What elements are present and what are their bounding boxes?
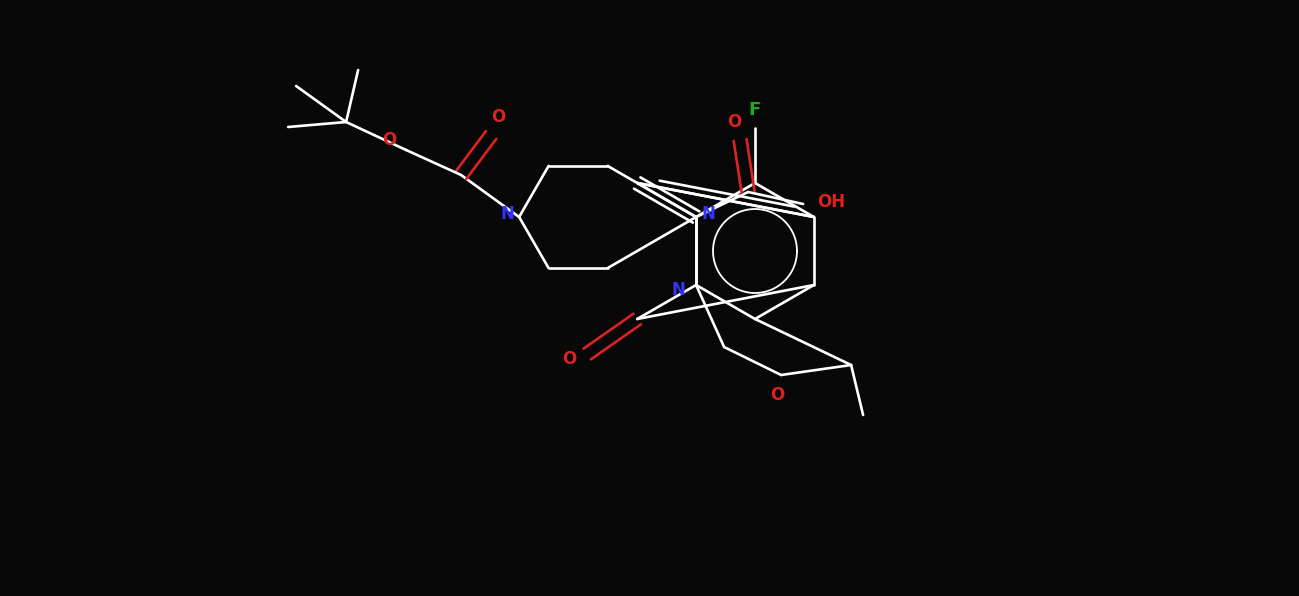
Text: O: O [491, 108, 505, 126]
Text: N: N [701, 205, 714, 223]
Text: F: F [750, 101, 761, 119]
Text: O: O [770, 386, 785, 404]
Text: O: O [562, 350, 577, 368]
Text: O: O [727, 113, 742, 131]
Text: N: N [500, 205, 514, 223]
Text: O: O [382, 131, 396, 149]
Text: OH: OH [817, 193, 846, 211]
Text: N: N [672, 281, 685, 299]
